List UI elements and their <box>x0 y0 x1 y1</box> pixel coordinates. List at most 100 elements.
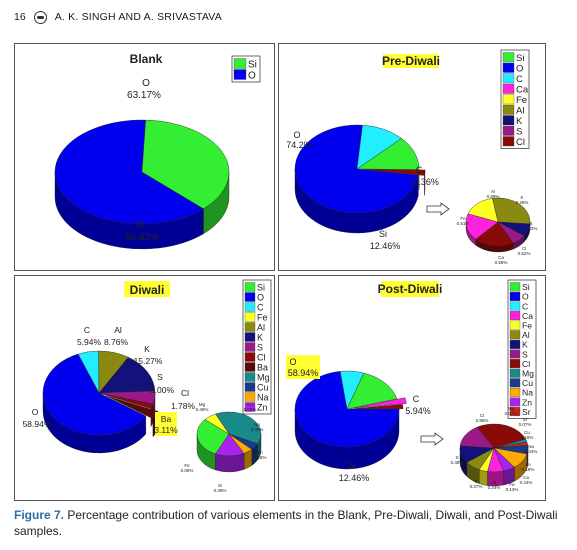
post-diwali-inset-value-s: 0.48% <box>451 460 464 465</box>
diwali-legend-label-na: Na <box>257 393 269 403</box>
post-diwali-chart-title: Post-Diwali <box>378 282 443 296</box>
post-diwali-legend-swatch-k <box>509 339 521 349</box>
post-diwali-slice-si <box>346 372 398 410</box>
pre-diwali-inset-value-s: 0.22% <box>525 226 538 231</box>
diwali-legend-swatch-o <box>244 292 256 302</box>
diwali-value-cl: 1.78% <box>171 401 196 411</box>
pre-diwali-legend-swatch-k <box>502 115 515 126</box>
post-diwali-inset-value-k: 0.37% <box>470 484 483 489</box>
post-diwali-legend-swatch-al <box>509 330 521 340</box>
post-diwali-legend-swatch-o <box>509 291 521 301</box>
pre-diwali-legend-label-c: C <box>516 74 523 85</box>
pre-diwali-legend-label-al: Al <box>516 106 524 117</box>
diwali-inset-slice-mg <box>215 411 262 445</box>
post-diwali-legend-label-na: Na <box>522 388 533 398</box>
figure-label: Figure 7. <box>14 508 65 522</box>
blank-slice-o <box>54 119 204 225</box>
post-diwali-value-o: 58.94% <box>288 368 319 378</box>
pre-diwali-pie-chart: Pre-Diwali SiOCCaFeAlKSClO74.2%C11.36%Si1… <box>286 49 538 265</box>
post-diwali-inset-value-cu: 0.18% <box>521 435 534 440</box>
diwali-legend-label-fe: Fe <box>257 313 268 323</box>
pre-diwali-inset-label-ca: Ca <box>498 255 504 260</box>
pre-diwali-inset-label-al: Al <box>491 189 495 194</box>
diwali-legend-label-s: S <box>257 343 263 353</box>
journal-logo-icon <box>33 10 47 24</box>
pre-diwali-legend-swatch-c <box>502 73 515 84</box>
page-number: 16 <box>14 11 26 23</box>
diwali-legend-swatch-s <box>244 342 256 352</box>
diwali-inset-label-si: Si <box>218 483 222 488</box>
pre-diwali-legend-swatch-o <box>502 62 515 73</box>
pre-diwali-value-si: 12.46% <box>370 241 401 251</box>
post-diwali-inset-value-ca: 0.24% <box>520 480 533 485</box>
post-diwali-legend-swatch-fe <box>509 320 521 330</box>
diwali-value-ba: 3.11% <box>154 425 178 435</box>
diwali-slice-k <box>98 356 156 394</box>
diwali-inset-value-fe: 0.08% <box>181 468 194 473</box>
post-diwali-inset-label-mg: Mg <box>508 406 515 411</box>
diwali-value-c: 5.94% <box>77 337 102 347</box>
diwali-value-s: 5.00% <box>150 385 175 395</box>
post-diwali-legend-label-mg: Mg <box>522 369 534 379</box>
diwali-value-al: 8.76% <box>104 337 129 347</box>
blank-chart-title: Blank <box>130 52 163 66</box>
diwali-inset-slice-fe <box>204 413 230 435</box>
diwali-value-o: 58.94% <box>23 419 52 429</box>
post-diwali-arrow-icon <box>420 432 444 446</box>
post-diwali-value-c: 5.94% <box>405 406 431 416</box>
post-diwali-inset-slice-s <box>459 426 495 449</box>
figure-caption-text: Percentage contribution of various eleme… <box>14 508 558 538</box>
pre-diwali-legend-label-ca: Ca <box>516 85 529 96</box>
diwali-legend-label-mg: Mg <box>257 373 270 383</box>
post-diwali-legend-label-c: C <box>522 301 528 311</box>
pre-diwali-inset-slice-fe <box>467 198 499 223</box>
pre-diwali-legend-swatch-fe <box>502 94 515 105</box>
diwali-slice-o <box>42 353 147 436</box>
diwali-legend-swatch-cu <box>244 382 256 392</box>
post-diwali-inset-label-cl: Cl <box>480 413 484 418</box>
diwali-inset-value-na: 0.06% <box>251 427 264 432</box>
post-diwali-legend-label-cu: Cu <box>522 378 533 388</box>
diwali-inset-value-si: 0.36% <box>214 488 227 493</box>
post-diwali-legend-label-o: O <box>522 292 529 302</box>
pre-diwali-inset-label-k: K <box>520 195 523 200</box>
diwali-legend-label-c: C <box>257 303 264 313</box>
pre-diwali-label-si: Si <box>379 229 387 239</box>
diwali-legend-label-o: O <box>257 293 264 303</box>
diwali-label-cl: Cl <box>181 388 189 398</box>
post-diwali-legend-swatch-mg <box>509 368 521 378</box>
pre-diwali-chart-title: Pre-Diwali <box>382 54 440 68</box>
post-diwali-inset-value-cl: 0.86% <box>476 418 489 423</box>
post-diwali-legend-swatch-na <box>509 387 521 397</box>
pre-diwali-inset-value-k: 0.26% <box>516 200 529 205</box>
post-diwali-inset-value-zn: 0.18% <box>522 467 535 472</box>
diwali-label-al: Al <box>114 325 122 335</box>
diwali-pie-chart: Diwali SiOCFeAlKSClBaMgCuNaZnC5.94%Al8.76… <box>23 279 272 493</box>
blank-legend-label-si: Si <box>248 60 257 71</box>
diwali-inset-slice-si <box>196 419 230 455</box>
pre-diwali-inset-slice-cl <box>475 221 514 247</box>
post-diwali-slice-ca <box>354 397 407 409</box>
blank-slice-si <box>141 119 230 210</box>
post-diwali-legend-swatch-cu <box>509 378 521 388</box>
diwali-label-k: K <box>144 344 150 354</box>
post-diwali-inset-value-mg: 0.07% <box>505 411 518 416</box>
diwali-legend-label-k: K <box>257 333 263 343</box>
pre-diwali-inset-label-cl: Cl <box>522 246 526 251</box>
pre-diwali-legend-label-k: K <box>516 116 523 127</box>
diwali-legend-swatch-na <box>244 392 256 402</box>
diwali-inset-value-mg: 0.48% <box>196 407 209 412</box>
blank-legend-swatch-si <box>233 58 247 69</box>
post-diwali-inset-value-fe: 0.13% <box>506 487 519 492</box>
pre-diwali-legend-swatch-si <box>502 52 515 63</box>
pre-diwali-legend-swatch-al <box>502 104 515 115</box>
post-diwali-slice-cl <box>350 404 404 410</box>
diwali-legend-swatch-cl <box>244 352 256 362</box>
diwali-legend-swatch-si <box>244 282 256 292</box>
diwali-chart-title: Diwali <box>130 283 165 297</box>
pre-diwali-inset-value-cl: 0.62% <box>518 251 531 256</box>
figure-caption: Figure 7. Percentage contribution of var… <box>14 507 562 539</box>
chart-panel-pre-diwali: Pre-Diwali Si O C Ca Fe Al K S Cl O 74.2% C 11.36% Si 1… <box>278 43 546 271</box>
diwali-label-s: S <box>157 372 163 382</box>
